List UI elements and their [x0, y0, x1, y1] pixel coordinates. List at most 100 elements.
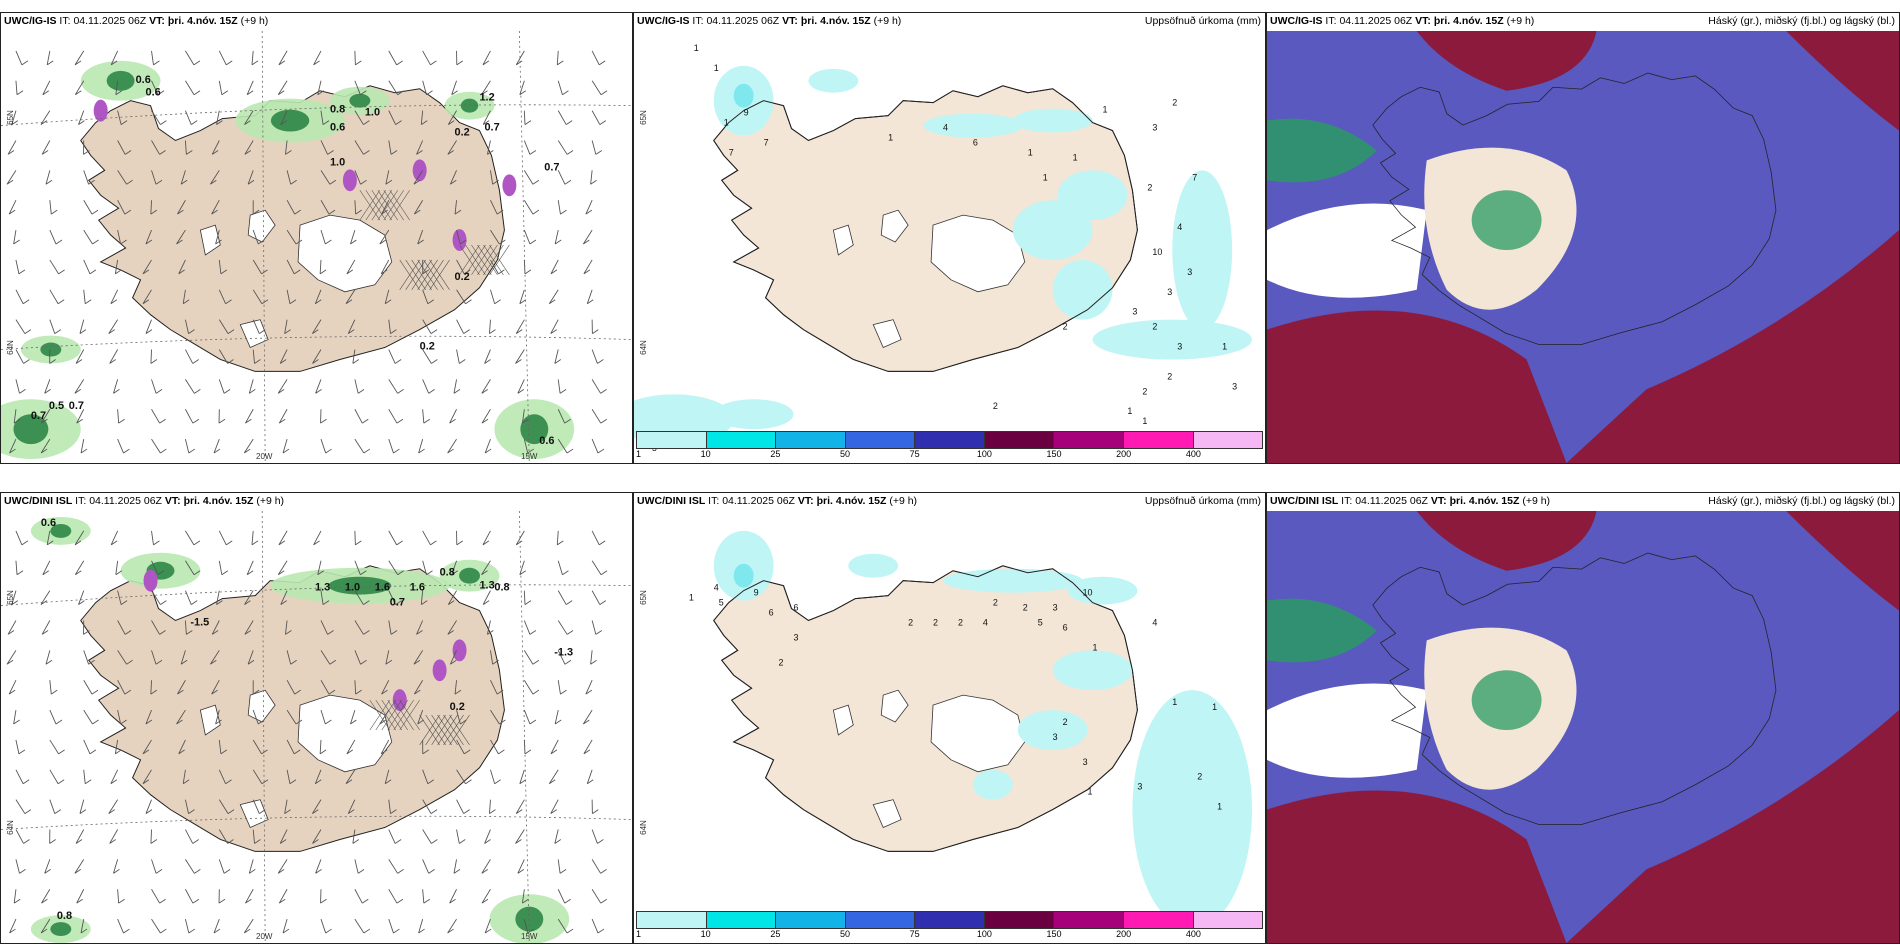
it-value: 04.11.2025 06Z	[706, 15, 780, 27]
colorbar-cell	[776, 912, 846, 928]
lead-time: (+9 h)	[1522, 495, 1551, 507]
precip-area	[923, 113, 1023, 138]
colorbar-cell	[984, 432, 1055, 448]
colorbar-tick: 50	[839, 929, 851, 939]
colorbar-tick: 75	[909, 929, 920, 939]
heavy-precip-area	[460, 98, 479, 113]
vt-label: VT:	[797, 495, 814, 507]
value-label: 0.6	[41, 517, 56, 529]
vt-value: þri. 4.nóv. 15Z	[183, 495, 254, 507]
value-label: 3	[1232, 381, 1237, 391]
lead-time: (+9 h)	[1506, 15, 1535, 27]
lat-label-65n: 65N	[5, 110, 15, 125]
precip-area	[808, 68, 859, 93]
colorbar-tick: 400	[1185, 929, 1201, 939]
value-label: 0.7	[390, 597, 405, 609]
value-label: 4	[714, 583, 719, 593]
precip-area	[1017, 710, 1088, 750]
snow-area	[93, 99, 108, 122]
colorbar-tick: 150	[1046, 449, 1062, 459]
vt-value: þri. 4.nóv. 15Z	[1449, 495, 1520, 507]
lon-label-15w: 15W	[521, 932, 538, 941]
value-label: 1	[1028, 147, 1033, 157]
panel-igis-wind: UWC/IG-IS IT: 04.11.2025 06Z VT: þri. 4.…	[0, 12, 633, 464]
precip-area	[1172, 170, 1233, 330]
value-label: 2	[993, 598, 998, 608]
precip-area	[972, 769, 1013, 800]
precip-colorbar: 1 10 25 50 75 100 150 200 400	[636, 431, 1263, 461]
map-area	[1267, 511, 1899, 943]
lat-label-65n: 65N	[638, 590, 648, 605]
high-cloud-sw	[1267, 310, 1567, 463]
low-cloud-center	[1471, 670, 1542, 730]
it-value: 04.11.2025 06Z	[722, 495, 795, 507]
glacier-2	[199, 704, 221, 736]
iceland-outline	[1372, 552, 1777, 825]
value-label: 1	[1073, 152, 1078, 162]
wind-barbs	[6, 530, 608, 934]
glacier-2	[832, 224, 854, 256]
value-label: 3	[1083, 757, 1088, 767]
value-label: 3	[1137, 782, 1142, 792]
colorbar-tick: 75	[909, 449, 920, 459]
glacier-0	[930, 214, 1026, 293]
value-label: 3	[1177, 342, 1182, 352]
glacier-0	[930, 694, 1026, 773]
vt-value: þri. 4.nóv. 15Z	[167, 15, 238, 27]
heavy-precip-area	[13, 414, 49, 445]
value-label: 0.6	[136, 74, 151, 86]
panel-dini-precip: UWC/DINI ISL IT: 04.11.2025 06Z VT: þri.…	[633, 492, 1266, 944]
glacier-2	[832, 704, 854, 736]
value-label: 5	[1038, 617, 1043, 627]
lead-time: (+9 h)	[873, 15, 902, 27]
value-label: 0.7	[484, 122, 499, 134]
value-label: 0.7	[69, 400, 84, 412]
it-label: IT:	[1325, 15, 1337, 27]
value-label: 1.3	[479, 580, 494, 592]
colorbar-tick: 150	[1046, 929, 1062, 939]
colorbar-tick: 10	[700, 449, 711, 459]
coastline	[713, 85, 1138, 372]
value-label: 1	[1222, 342, 1227, 352]
value-label: 2	[1063, 322, 1068, 332]
high-cloud-ne	[1786, 31, 1899, 131]
lon-label-20w: 20W	[256, 452, 273, 461]
value-label: 2	[779, 657, 784, 667]
low-cloud-w	[1267, 598, 1377, 663]
value-label: 2	[1197, 772, 1202, 782]
value-label: 2	[993, 401, 998, 411]
iceland-outline	[1372, 72, 1777, 345]
vt-label: VT:	[782, 15, 798, 27]
value-label: 0.8	[494, 582, 509, 594]
it-label: IT:	[75, 495, 87, 507]
value-label: 1.2	[479, 92, 494, 104]
lat-label-64n: 64N	[5, 340, 15, 355]
map-area: 1 4 5 9 6 6 3 2 2 2 2 4 2 2 3 6 5 10 4 1 1 2 3 3 2 1 1 3 1	[634, 511, 1265, 943]
snow-area	[143, 569, 158, 592]
it-value: 04.11.2025 06Z	[73, 15, 147, 27]
value-label: 7	[729, 147, 734, 157]
panel-dini-cloud: UWC/DINI ISL IT: 04.11.2025 06Z VT: þri.…	[1266, 492, 1900, 944]
value-label: 2	[1147, 182, 1152, 192]
graticule	[1, 511, 632, 943]
it-label: IT:	[692, 15, 704, 27]
value-label: 3	[1132, 307, 1137, 317]
value-label: 1	[1103, 105, 1108, 115]
value-label: 3	[793, 632, 798, 642]
value-label: 2	[1063, 717, 1068, 727]
heavy-precip-area	[520, 414, 549, 445]
value-label: 2	[958, 617, 963, 627]
map-svg: 0.61.61.3 1.0 1.60.81.3 0.80.7-1.5-1.30.20.…	[1, 511, 632, 943]
value-label: 0.2	[450, 701, 465, 713]
value-label: 0.6	[539, 435, 554, 447]
colorbar-cell	[1193, 432, 1263, 448]
high-cloud-ne	[1786, 511, 1899, 611]
precip-area	[1012, 108, 1093, 133]
vt-label: VT:	[1415, 15, 1431, 27]
value-label: 3	[1167, 287, 1172, 297]
colorbar-tick: 200	[1116, 449, 1132, 459]
vt-value: þri. 4.nóv. 15Z	[800, 15, 871, 27]
colorbar-tick: 25	[770, 449, 781, 459]
